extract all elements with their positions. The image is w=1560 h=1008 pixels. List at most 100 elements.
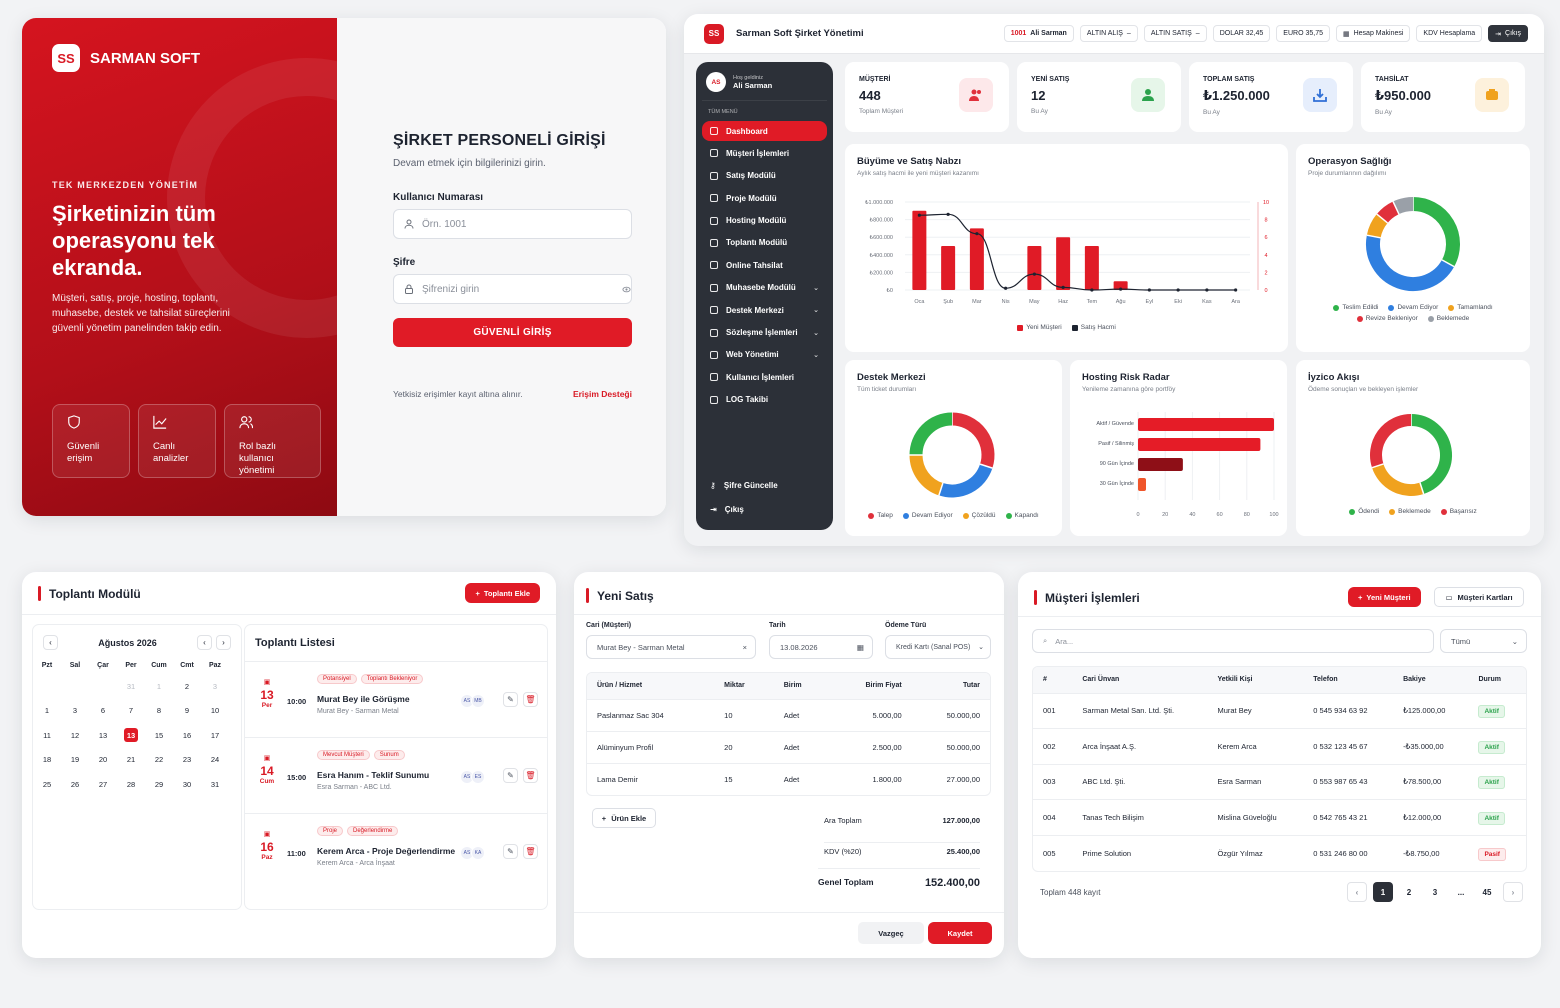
calendar-day[interactable]: 29 — [145, 772, 173, 797]
cancel-button[interactable]: Vazgeç — [858, 922, 924, 944]
payment-select[interactable]: Kredi Kartı (Sanal POS) ⌄ — [885, 635, 991, 659]
status-filter[interactable]: Tümü ⌄ — [1440, 629, 1527, 653]
edit-icon[interactable]: ✎ — [503, 768, 518, 783]
calendar-day[interactable]: 26 — [61, 772, 89, 797]
calendar-day[interactable]: 15 — [145, 723, 173, 748]
calendar-day[interactable]: 7 — [117, 699, 145, 724]
clear-icon[interactable]: × — [742, 642, 747, 652]
secure-login-button[interactable]: GÜVENLİ GİRİŞ — [393, 318, 632, 347]
calendar-day[interactable]: 11 — [33, 723, 61, 748]
calendar-day[interactable]: 23 — [173, 748, 201, 773]
calendar-day[interactable]: 18 — [33, 748, 61, 773]
sidebar-item[interactable]: Hosting Modülü — [702, 211, 827, 231]
next-month-button[interactable]: › — [216, 635, 231, 650]
calendar-day[interactable]: 21 — [117, 748, 145, 773]
calendar-day[interactable]: 12 — [61, 723, 89, 748]
password-input[interactable]: Şifrenizi girin — [393, 274, 632, 304]
sidebar-item[interactable]: Dashboard — [702, 121, 827, 141]
calendar-day[interactable]: 19 — [61, 748, 89, 773]
table-row[interactable]: 004 Tanas Tech Bilişim Mislina Güveloğlu 0 … — [1033, 799, 1526, 835]
calendar-day[interactable]: 13 — [117, 723, 145, 748]
date-input[interactable]: 13.08.2026 ▦ — [769, 635, 873, 659]
table-row[interactable]: Alüminyum Profil 20 Adet 2.500,00 50.000,00 — [587, 730, 990, 763]
calendar-day[interactable]: 16 — [173, 723, 201, 748]
calendar-day[interactable]: 8 — [145, 699, 173, 724]
calendar-day[interactable]: 1 — [145, 674, 173, 699]
sidebar-item[interactable]: Online Tahsilat — [702, 255, 827, 275]
calculator-button[interactable]: ▦ Hesap Makinesi — [1335, 25, 1411, 42]
calendar-day[interactable]: 30 — [173, 772, 201, 797]
calendar-day[interactable]: 20 — [89, 748, 117, 773]
sidebar-item[interactable]: Proje Modülü — [702, 188, 827, 208]
prev-button[interactable]: ‹ — [197, 635, 212, 650]
table-row[interactable]: 005 Prime Solution Özgür Yılmaz 0 531 246 8… — [1033, 834, 1526, 871]
calendar-day[interactable]: 24 — [201, 748, 229, 773]
calendar-day[interactable]: 3 — [201, 674, 229, 699]
meeting-row[interactable]: ▣ 13 Per 10:00 Potansiyel Toplantı Bekleniyor… — [245, 661, 547, 737]
calendar-day[interactable]: 10 — [201, 699, 229, 724]
sidebar-item-logout[interactable]: ⇥ Çıkış — [702, 499, 827, 519]
page-button[interactable]: ... — [1457, 887, 1465, 897]
customer-cards-button[interactable]: ▭ Müşteri Kartları — [1434, 587, 1524, 607]
next-page-button[interactable]: › — [1503, 882, 1523, 902]
vat-calc-button[interactable]: KDV Hesaplama — [1416, 25, 1483, 42]
prev-month-button[interactable]: ‹ — [43, 635, 58, 650]
calendar-day[interactable]: 9 — [173, 699, 201, 724]
trash-icon[interactable]: 🗑 — [523, 692, 538, 707]
sidebar-item[interactable]: Satış Modülü — [702, 166, 827, 186]
chevron-down-icon[interactable]: ⌄ — [813, 284, 819, 292]
calendar-day[interactable]: 17 — [201, 723, 229, 748]
user-chip[interactable]: 1001 Ali Sarman — [1003, 25, 1074, 42]
calendar-day[interactable]: 22 — [145, 748, 173, 773]
calendar-day[interactable]: 31 — [117, 674, 145, 699]
sidebar-item[interactable]: Sözleşme İşlemleri ⌄ — [702, 323, 827, 343]
calendar-day[interactable]: 1 — [33, 699, 61, 724]
table-row[interactable]: 003 ABC Ltd. Şti. Esra Sarman 0 553 987 65 … — [1033, 763, 1526, 800]
sidebar-item[interactable]: Müşteri İşlemleri — [702, 143, 827, 163]
calendar-day[interactable]: 6 — [89, 699, 117, 724]
trash-icon[interactable]: 🗑 — [523, 768, 538, 783]
table-row[interactable]: Lama Demir 15 Adet 1.800,00 27.000,00 — [587, 762, 990, 795]
logout-button[interactable]: ⇥ Çıkış — [1488, 25, 1528, 42]
edit-icon[interactable]: ✎ — [503, 692, 518, 707]
edit-icon[interactable]: ✎ — [503, 844, 518, 859]
calendar-day[interactable]: 2 — [173, 674, 201, 699]
sidebar-item[interactable]: LOG Takibi — [702, 390, 827, 410]
chevron-down-icon[interactable]: ⌄ — [813, 329, 819, 337]
search-input[interactable]: ⌕ Ara... — [1032, 629, 1434, 653]
table-row[interactable]: 001 Sarman Metal San. Ltd. Şti. Murat Bey 0… — [1033, 692, 1526, 729]
prev-page-button[interactable]: ‹ — [1347, 882, 1367, 902]
meeting-row[interactable]: ▣ 16 Paz 11:00 Proje Değerlendirme Kerem Arca … — [245, 813, 547, 889]
page-button[interactable]: 2 — [1406, 887, 1412, 897]
calendar-day[interactable]: 25 — [33, 772, 61, 797]
page-button[interactable]: 45 — [1482, 887, 1492, 897]
calendar-day[interactable]: 27 — [89, 772, 117, 797]
sidebar-item[interactable]: Muhasebe Modülü ⌄ — [702, 278, 827, 298]
calendar-day[interactable]: 3 — [61, 699, 89, 724]
new-customer-button[interactable]: + Yeni Müşteri — [1348, 587, 1421, 607]
sidebar-item[interactable]: Web Yönetimi ⌄ — [702, 345, 827, 365]
calendar-day[interactable] — [89, 674, 117, 699]
add-meeting-button[interactable]: + Toplantı Ekle — [465, 583, 540, 603]
access-support-link[interactable]: Erişim Desteği — [572, 389, 632, 399]
save-button[interactable]: Kaydet — [928, 922, 992, 944]
calendar-day[interactable] — [61, 674, 89, 699]
calendar-day[interactable] — [33, 674, 61, 699]
customer-select[interactable]: Murat Bey - Sarman Metal × — [586, 635, 756, 659]
chevron-down-icon[interactable]: ⌄ — [813, 307, 819, 315]
table-row[interactable]: Paslanmaz Sac 304 10 Adet 5.000,00 50.000,00 — [587, 698, 990, 731]
trash-icon[interactable]: 🗑 — [523, 844, 538, 859]
page-button[interactable]: 1 — [1373, 882, 1393, 902]
meeting-row[interactable]: ▣ 14 Cum 15:00 Mevcut Müşteri Sunum Esra Hanım… — [245, 737, 547, 813]
user-number-input[interactable]: Örn. 1001 — [393, 209, 632, 239]
table-row[interactable]: 002 Arca İnşaat A.Ş. Kerem Arca 0 532 123 4… — [1033, 728, 1526, 764]
gold-buy-pill[interactable]: ALTIN ALIŞ – — [1079, 25, 1138, 42]
sidebar-item[interactable]: Destek Merkezi ⌄ — [702, 300, 827, 320]
calendar-icon[interactable]: ▦ — [856, 642, 864, 652]
calendar-day[interactable]: 31 — [201, 772, 229, 797]
sidebar-item[interactable]: Kullanıcı İşlemleri — [702, 367, 827, 387]
calendar-day[interactable]: 13 — [89, 723, 117, 748]
sidebar-item-change-password[interactable]: ⚷ Şifre Güncelle — [702, 475, 827, 495]
page-button[interactable]: 3 — [1432, 887, 1438, 897]
sidebar-item[interactable]: Toplantı Modülü — [702, 233, 827, 253]
